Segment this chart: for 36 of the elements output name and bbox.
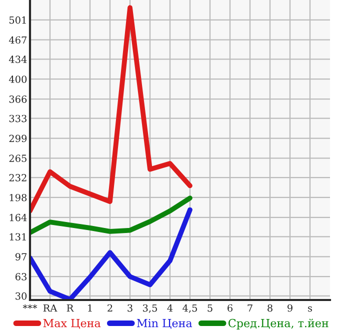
legend-label: Min Цена	[136, 318, 192, 329]
x-tick-label: R	[66, 304, 74, 312]
y-tick-label: 333	[9, 114, 26, 122]
x-tick-label: 8	[268, 304, 272, 312]
x-tick-label: 4	[167, 304, 173, 312]
y-tick-label: 467	[8, 36, 27, 44]
x-tick-label: 9	[288, 304, 292, 312]
legend-label: Max Цена	[43, 319, 101, 329]
line-series	[30, 207, 192, 300]
y-tick-label: 164	[10, 214, 27, 222]
line-series	[30, 196, 192, 236]
x-tick-label: 5	[208, 304, 212, 312]
y-tick-label: 30	[16, 292, 27, 300]
y-tick-label: 232	[9, 174, 26, 182]
x-tick-label: s	[308, 306, 312, 312]
x-tick-label: 3,5	[143, 304, 157, 313]
y-tick-label: 400	[8, 76, 27, 83]
y-tick-label: 265	[9, 154, 26, 162]
x-tick-label: 1	[88, 304, 92, 312]
line-series	[30, 5, 192, 214]
y-tick-label: 198	[10, 194, 27, 202]
y-tick-label: 299	[9, 134, 27, 142]
x-tick-label: 3	[128, 304, 132, 312]
y-tick-label: 434	[8, 56, 27, 64]
y-tick-label: 131	[10, 233, 26, 241]
x-tick-label: 2	[108, 304, 112, 312]
y-tick-label: 366	[9, 96, 27, 103]
y-tick-label: 63	[16, 273, 26, 280]
x-tick-label: 7	[248, 304, 252, 312]
x-tick-label: 4,5	[182, 304, 197, 313]
x-tick-label: RA	[43, 304, 58, 312]
legend-label: Сред.Цена, т.йен	[228, 318, 328, 330]
x-tick-label: ***	[22, 304, 38, 309]
y-tick-label: 97	[15, 253, 27, 260]
y-tick-label: 501	[9, 16, 26, 24]
x-tick-label: 6	[228, 304, 232, 312]
